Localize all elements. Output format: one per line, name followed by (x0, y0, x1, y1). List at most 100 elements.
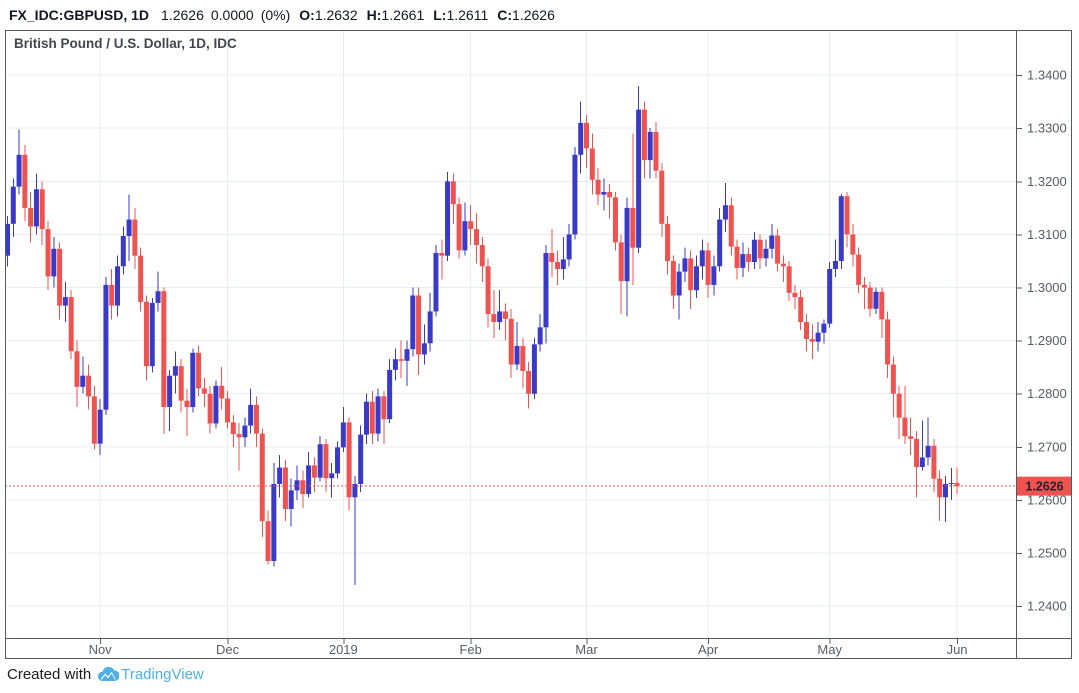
candle-body (16, 154, 22, 187)
candle-body (410, 295, 416, 350)
candle-body (230, 422, 236, 435)
candle-body (468, 221, 474, 230)
candle-body (97, 409, 103, 444)
chart-title-watermark: British Pound / U.S. Dollar, 1D, IDC (14, 36, 237, 51)
candle-body (856, 254, 862, 285)
candle-body (242, 425, 248, 438)
price-axis[interactable]: 1.3400 1.3300 1.3200 1.3100 1.3000 1.2900 1.28… (1016, 68, 1067, 614)
candle-body (705, 250, 711, 285)
price-tick-label: 1.3000 (1027, 280, 1067, 295)
candle-body (537, 327, 543, 345)
chart-frame (5, 30, 1072, 659)
candle-body (508, 318, 514, 365)
candle-body (39, 189, 45, 230)
candle-body (433, 253, 439, 312)
candle-body (595, 179, 601, 195)
candle-body (103, 284, 109, 410)
time-tick-label: Jun (947, 642, 968, 657)
candle-body (908, 436, 914, 439)
candle-body (57, 248, 63, 306)
candle-body (5, 223, 10, 256)
candle-body (369, 401, 375, 434)
candle-body (213, 385, 219, 424)
candle-body (91, 396, 97, 444)
candle-body (659, 170, 665, 224)
candlestick-chart[interactable]: 1.3400 1.3300 1.3200 1.3100 1.3000 1.2900 1.28… (5, 30, 1072, 659)
candle-body (786, 266, 792, 293)
candle-body (647, 131, 653, 161)
candle-body (740, 254, 746, 268)
created-with-label: Created with (7, 666, 92, 683)
close-value: C:1.2626 (497, 7, 555, 23)
candle-body (398, 359, 404, 361)
candle-body (682, 258, 688, 272)
candle-body (381, 396, 387, 420)
candle-body (751, 239, 757, 263)
candle-body (757, 239, 763, 259)
candle-body (890, 364, 896, 394)
candle-body (601, 191, 607, 195)
time-axis[interactable]: Nov Dec 2019 Feb Mar Apr May Jun (89, 638, 968, 658)
candle-body (132, 219, 138, 256)
price-change-pct: (0%) (260, 7, 291, 23)
candle-body (265, 521, 271, 562)
candle-body (317, 444, 323, 478)
candle-body (514, 345, 520, 365)
chart-canvas[interactable]: 1.3400 1.3300 1.3200 1.3100 1.3000 1.2900 1.28… (5, 30, 1072, 659)
tradingview-brand-link[interactable]: TradingView (121, 666, 204, 683)
candle-body (954, 482, 960, 487)
candle-body (838, 196, 844, 261)
candle-body (798, 297, 804, 323)
candle-body (885, 319, 891, 365)
candle-body (207, 393, 213, 424)
candle-body (717, 219, 723, 267)
footer-attribution: Created with TradingView (7, 666, 204, 683)
candle-body (641, 109, 647, 161)
candle-body (138, 255, 144, 302)
candle-body (253, 404, 259, 434)
candle-body (531, 344, 537, 394)
candle-body (688, 258, 694, 291)
candle-body (844, 196, 850, 235)
candle-body (630, 207, 636, 248)
candle-body (375, 396, 381, 434)
price-tick-label: 1.2400 (1027, 599, 1067, 614)
candle-body (288, 490, 294, 509)
candle-body (543, 253, 549, 328)
candle-body (746, 254, 752, 263)
candle-body (699, 250, 705, 267)
candle-body (763, 248, 769, 259)
last-price-label-text: 1.2626 (1025, 480, 1063, 494)
candle-body (167, 375, 173, 408)
candle-body (196, 352, 202, 389)
time-tick-label: May (817, 642, 842, 657)
candle-body (584, 122, 589, 149)
candle-body (86, 375, 92, 397)
candle-body (479, 245, 485, 267)
price-tick-label: 1.3400 (1027, 68, 1067, 83)
candle-body (248, 404, 254, 426)
candle-body (300, 480, 306, 495)
candle-body (925, 445, 931, 458)
candle-body (653, 131, 659, 171)
high-value: H:1.2661 (366, 7, 425, 23)
candle-body (439, 253, 445, 256)
candle-body (636, 109, 642, 248)
candle-body (931, 445, 937, 479)
candle-body (722, 205, 728, 220)
candle-body (51, 248, 57, 277)
candle-body (306, 465, 312, 495)
candle-body (792, 292, 798, 298)
candle-body (873, 291, 879, 309)
candle-body (10, 186, 16, 224)
candle-body (804, 322, 810, 340)
candle-body (323, 444, 329, 479)
candle-body (74, 351, 80, 387)
candle-body (867, 287, 873, 309)
price-tick-label: 1.2500 (1027, 546, 1067, 561)
candle-body (728, 205, 734, 247)
candle-body (329, 473, 335, 479)
symbol-title: FX_IDC:GBPUSD, 1D (9, 7, 150, 23)
candles-layer[interactable] (5, 85, 960, 585)
candle-body (149, 302, 155, 367)
